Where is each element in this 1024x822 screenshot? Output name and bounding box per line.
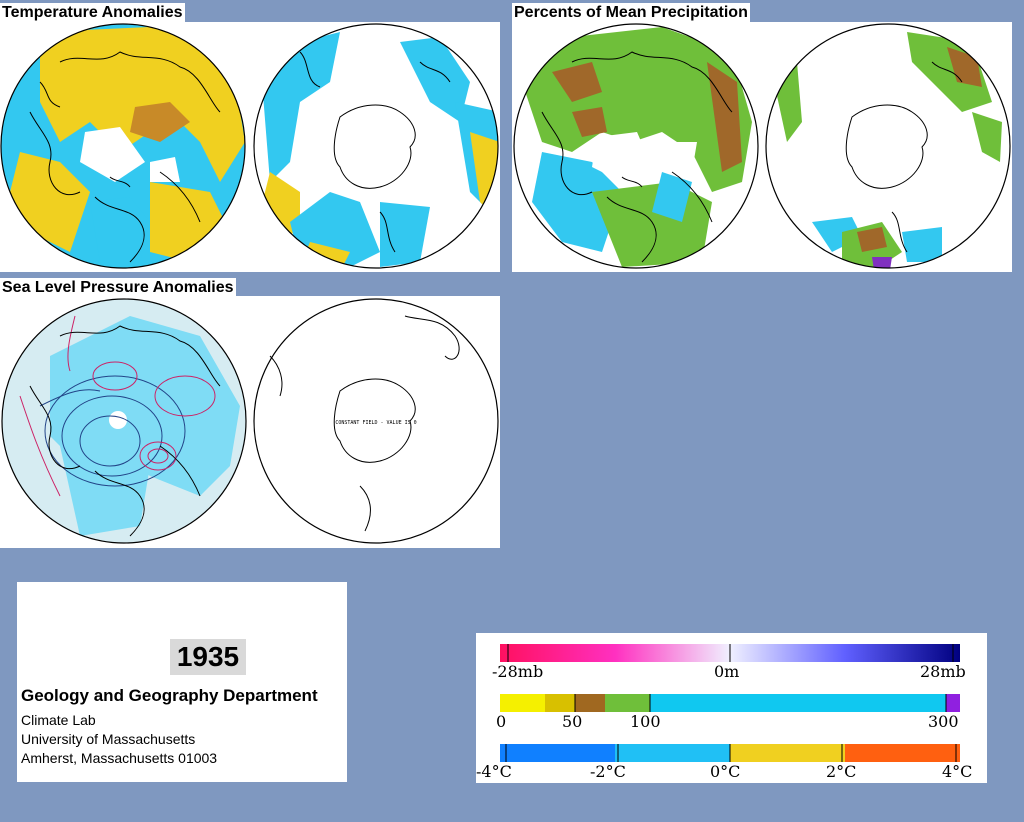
pressure-label-mid: 0m (714, 662, 740, 681)
temperature-maps (0, 23, 499, 269)
precipitation-panel (512, 22, 1012, 272)
pressure-south-map: CONSTANT FIELD - VALUE IS 0 (253, 298, 499, 544)
pressure-label-max: 28mb (920, 662, 966, 681)
legend-bars (500, 644, 960, 762)
precipitation-south-map (766, 24, 1010, 268)
temperature-panel (0, 22, 500, 272)
lab-name: Climate Lab (21, 712, 96, 728)
precip-label-0: 0 (496, 712, 507, 731)
precipitation-north-map (514, 24, 758, 268)
pressure-north-map (2, 299, 246, 543)
department-name: Geology and Geography Department (21, 686, 318, 705)
constant-field-note: CONSTANT FIELD - VALUE IS 0 (335, 420, 416, 426)
temp-label-minus4: -4°C (476, 762, 512, 781)
university-name: University of Massachusetts (21, 731, 196, 747)
precipitation-maps (513, 23, 1011, 269)
precip-label-50: 50 (562, 712, 583, 731)
precipitation-title: Percents of Mean Precipitation (512, 3, 750, 23)
pressure-title: Sea Level Pressure Anomalies (0, 278, 236, 298)
temp-label-0: 0°C (710, 762, 741, 781)
address-line: Amherst, Massachusetts 01003 (21, 750, 218, 766)
temp-label-4: 4°C (942, 762, 973, 781)
precip-label-100: 100 (630, 712, 661, 731)
legend-box: -28mb 0m 28mb 0 50 100 300 -4°C -2°C 0°C… (476, 633, 987, 783)
temperature-title: Temperature Anomalies (0, 3, 185, 23)
precipitation-legend-bar (500, 694, 960, 712)
temp-label-minus2: -2°C (590, 762, 626, 781)
year-label: 1935 (170, 639, 246, 675)
temperature-legend-bar (500, 744, 960, 762)
info-box: 1935 Geology and Geography Department Cl… (17, 582, 347, 782)
temp-label-2: 2°C (826, 762, 857, 781)
pressure-maps: CONSTANT FIELD - VALUE IS 0 (1, 298, 499, 544)
precip-label-300: 300 (928, 712, 959, 731)
pressure-panel: CONSTANT FIELD - VALUE IS 0 (0, 296, 500, 548)
pressure-label-min: -28mb (492, 662, 544, 681)
